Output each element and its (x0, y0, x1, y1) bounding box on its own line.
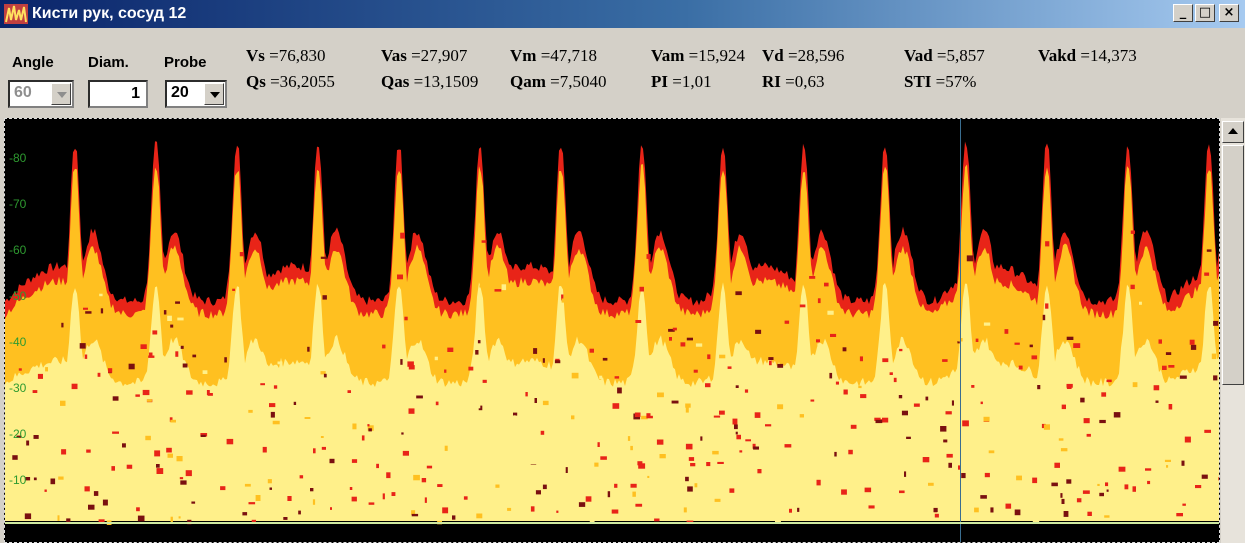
doppler-app-icon (4, 4, 28, 24)
doppler-spectrum[interactable]: -80 -70 -60 -50 -40 -30 -20 -10 (4, 118, 1220, 543)
zero-baseline (5, 522, 1219, 524)
window-title: Кисти рук, сосуд 12 (32, 5, 187, 22)
chevron-down-icon[interactable] (51, 83, 71, 105)
spectrum-plot (5, 141, 1219, 525)
scroll-up-arrow-icon[interactable] (1222, 121, 1244, 143)
chevron-down-icon[interactable] (204, 83, 224, 105)
metric-vas: Vas =27,907 (381, 46, 468, 65)
y-tick-label: -50 (9, 289, 27, 303)
scroll-thumb[interactable] (1222, 145, 1244, 385)
y-tick-label: -10 (9, 473, 27, 487)
metric-pi: PI =1,01 (651, 72, 712, 91)
metric-vs: Vs =76,830 (246, 46, 326, 65)
y-tick-label: -40 (9, 335, 27, 349)
metric-vm: Vm =47,718 (510, 46, 598, 65)
maximize-button[interactable]: □ (1195, 4, 1215, 22)
title-bar: Кисти рук, сосуд 12 _ □ × (0, 0, 1245, 28)
diam-label: Diam. (88, 54, 129, 71)
metric-sti: STI =57% (904, 72, 977, 91)
metric-qas: Qas =13,1509 (381, 72, 479, 91)
time-cursor[interactable] (960, 119, 961, 542)
metric-ri: RI =0,63 (762, 72, 825, 91)
metric-qs: Qs =36,2055 (246, 72, 335, 91)
angle-value: 60 (14, 84, 32, 101)
vertical-scrollbar[interactable] (1221, 118, 1245, 543)
angle-select[interactable]: 60 (8, 80, 74, 108)
diam-input[interactable]: 1 (88, 80, 148, 108)
probe-value: 20 (171, 84, 189, 101)
close-button[interactable]: × (1219, 4, 1239, 22)
minimize-button[interactable]: _ (1173, 4, 1193, 22)
metric-vd: Vd =28,596 (762, 46, 845, 65)
angle-label: Angle (12, 54, 54, 71)
y-tick-label: -70 (9, 197, 27, 211)
metric-qam: Qam =7,5040 (510, 72, 607, 91)
probe-label: Probe (164, 54, 207, 71)
metric-vam: Vam =15,924 (651, 46, 745, 65)
parameters-toolbar: Angle 60 Diam. 1 Probe 20 Vs =76,830 Vas… (0, 28, 1245, 116)
y-tick-label: -20 (9, 427, 27, 441)
y-tick-label: -80 (9, 151, 27, 165)
probe-select[interactable]: 20 (165, 80, 227, 108)
metric-vad: Vad =5,857 (904, 46, 985, 65)
y-tick-label: -60 (9, 243, 27, 257)
metric-vakd: Vakd =14,373 (1038, 46, 1137, 65)
y-tick-label: -30 (9, 381, 27, 395)
